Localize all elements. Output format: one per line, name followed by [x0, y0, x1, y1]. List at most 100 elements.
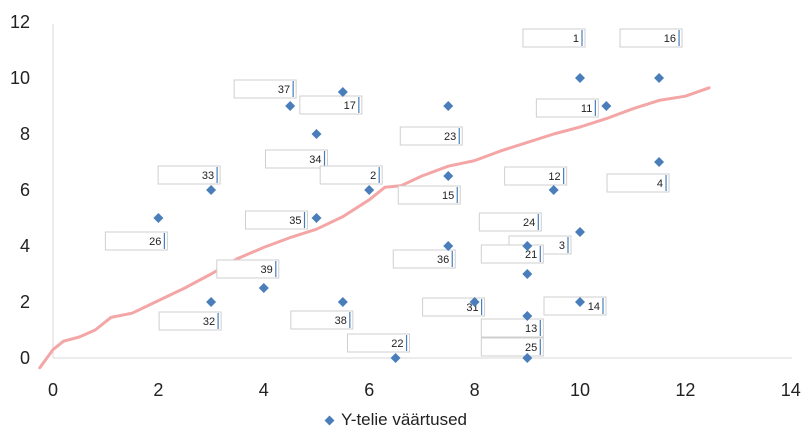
data-label-callout: 17 [299, 95, 363, 115]
x-tick-label: 14 [781, 380, 801, 400]
y-tick-label: 12 [10, 12, 30, 32]
data-point [206, 297, 217, 307]
data-point [654, 73, 665, 83]
data-point [522, 269, 533, 279]
data-point [153, 213, 164, 223]
data-point [390, 353, 401, 363]
data-label-callout: 38 [290, 310, 354, 330]
trend-line [38, 86, 711, 370]
data-label: 38 [335, 315, 347, 327]
data-label-callout: 24 [478, 212, 542, 232]
data-label-box [347, 333, 411, 353]
data-label: 2 [370, 170, 376, 182]
data-point [311, 129, 322, 139]
data-point [469, 297, 480, 307]
chart-legend: Y-telie väärtused [324, 410, 468, 430]
data-label: 3 [559, 240, 565, 252]
y-tick-label: 0 [20, 348, 30, 368]
x-tick-label: 4 [259, 380, 269, 400]
data-point [601, 101, 612, 111]
x-tick-labels: 0 2 4 6 8 10 12 14 [48, 380, 801, 400]
trend-line-layer [38, 86, 711, 370]
x-tick-label: 10 [570, 380, 590, 400]
data-label-callout: 35 [245, 210, 308, 230]
data-label: 13 [525, 323, 537, 335]
data-label: 36 [437, 254, 449, 266]
data-label-box [480, 318, 544, 338]
data-label: 12 [548, 171, 560, 183]
data-label-callout: 25 [480, 337, 544, 357]
legend-label: Y-telie väärtused [341, 410, 468, 429]
data-label-box [478, 212, 542, 232]
data-label: 23 [444, 131, 456, 143]
data-point [337, 297, 348, 307]
data-point [522, 353, 533, 363]
data-label-box [245, 210, 308, 230]
data-label-callout: 11 [535, 98, 599, 118]
data-label-box [619, 28, 683, 48]
data-point [206, 185, 217, 195]
data-label-box [265, 149, 328, 169]
data-label-box [392, 249, 456, 269]
data-label-box [480, 337, 544, 357]
data-label-box [522, 28, 586, 48]
y-tick-label: 8 [20, 124, 30, 144]
x-tick-label: 2 [153, 380, 163, 400]
data-label: 21 [525, 249, 537, 261]
data-label-box [299, 95, 363, 115]
data-label: 11 [581, 103, 592, 115]
data-point [654, 157, 665, 167]
data-point [575, 297, 585, 307]
data-label: 35 [289, 215, 301, 227]
data-label-box [606, 173, 670, 193]
data-label-callout: 1 [522, 28, 586, 48]
x-tick-label: 12 [675, 380, 695, 400]
data-point [364, 185, 375, 195]
data-label-layer: 1 16 37 17 11 23 34 4 33 2 12 15 35 26 24 3 36 39 21 32 38 31… [104, 28, 683, 357]
data-label: 22 [391, 338, 403, 350]
data-label: 25 [525, 342, 537, 354]
data-point [337, 87, 348, 97]
data-label-callout: 14 [543, 296, 607, 316]
data-label-callout: 26 [104, 231, 168, 251]
data-label: 26 [149, 236, 161, 248]
x-tick-label: 8 [470, 380, 480, 400]
data-label-box [104, 231, 168, 251]
data-label-box [158, 311, 222, 331]
data-label-box [535, 98, 599, 118]
data-label: 17 [344, 100, 356, 112]
data-label-callout: 22 [347, 333, 411, 353]
data-label-callout: 34 [265, 149, 328, 169]
data-point-layer [153, 73, 665, 363]
data-label: 39 [261, 264, 273, 276]
data-point [575, 227, 585, 237]
data-label-box [399, 126, 463, 146]
data-label: 15 [442, 190, 454, 202]
data-label-callout: 32 [158, 311, 222, 331]
data-label-callout: 23 [399, 126, 463, 146]
data-label: 32 [203, 316, 215, 328]
data-label: 34 [309, 154, 321, 166]
data-point [311, 213, 322, 223]
data-label: 1 [573, 33, 579, 45]
data-label-box [504, 166, 568, 186]
data-label-callout: 37 [233, 79, 297, 99]
data-label-box [422, 297, 486, 317]
data-label-callout: 13 [480, 318, 544, 338]
data-label-callout: 21 [480, 244, 544, 264]
data-point [285, 101, 296, 111]
data-label-box [319, 165, 383, 185]
data-label: 16 [664, 33, 676, 45]
data-label-callout: 31 [422, 297, 486, 317]
x-tick-label: 0 [48, 380, 58, 400]
data-label-box [157, 165, 221, 185]
data-label-callout: 15 [397, 185, 461, 205]
y-tick-label: 10 [10, 68, 30, 88]
y-tick-labels: 0 2 4 6 8 10 12 [10, 12, 30, 368]
data-label-callout: 33 [157, 165, 221, 185]
y-tick-label: 2 [20, 292, 30, 312]
data-label-callout: 2 [319, 165, 383, 185]
x-tick-label: 6 [364, 380, 374, 400]
data-point [258, 283, 269, 293]
